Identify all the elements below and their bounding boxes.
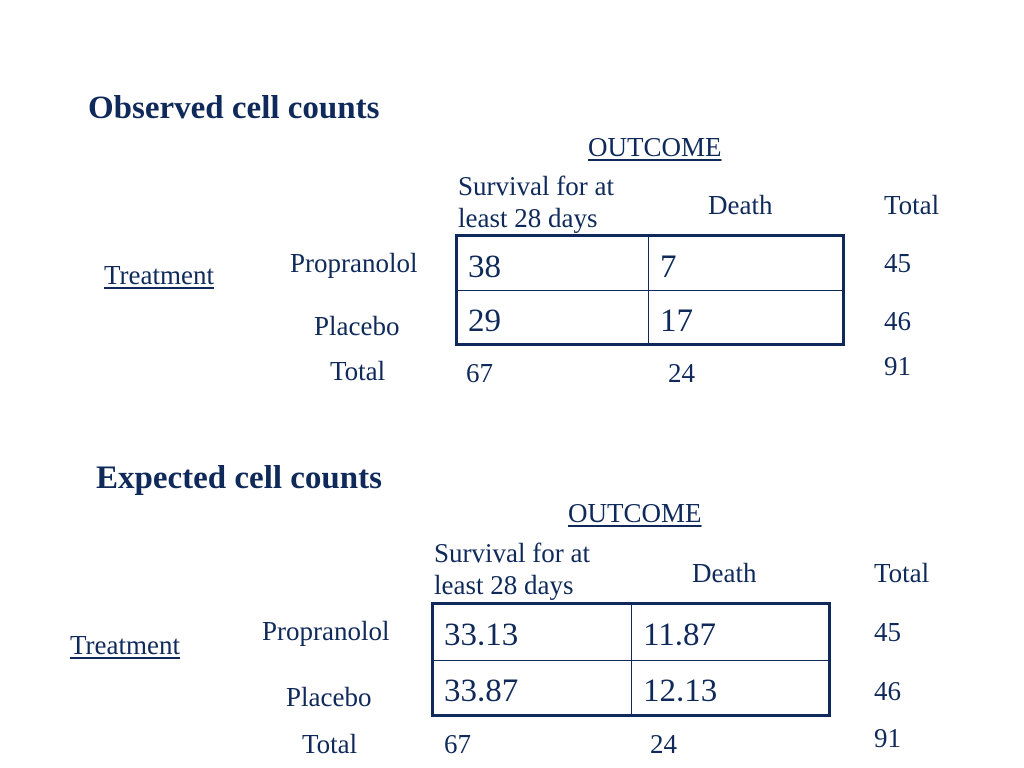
expected-col-death: Death	[692, 558, 757, 588]
observed-total-grand: 91	[884, 351, 911, 381]
expected-table: 33.13 11.87 33.87 12.13	[431, 602, 831, 717]
expected-total-grand: 91	[874, 723, 901, 753]
observed-table: 38 7 29 17	[455, 234, 845, 346]
expected-cell-placebo-survival: 33.87	[444, 673, 519, 709]
expected-row-placebo: Placebo	[286, 682, 372, 712]
expected-cell-propranolol-death: 11.87	[643, 617, 717, 653]
expected-total-death: 24	[650, 729, 677, 759]
expected-total-placebo: 46	[874, 676, 901, 706]
expected-col-survival: Survival for at least 28 days	[434, 538, 590, 600]
observed-cell-propranolol-survival: 38	[468, 249, 501, 285]
observed-cell-placebo-death: 17	[660, 303, 693, 339]
expected-outcome-label: OUTCOME	[568, 498, 702, 528]
expected-table-hline	[434, 660, 828, 661]
observed-row-placebo: Placebo	[314, 311, 400, 341]
expected-row-total: Total	[302, 729, 358, 759]
observed-title: Observed cell counts	[88, 90, 380, 126]
observed-row-total: Total	[330, 356, 386, 386]
observed-cell-propranolol-death: 7	[660, 249, 677, 285]
expected-table-vline	[631, 605, 632, 714]
observed-col-total: Total	[884, 190, 940, 220]
expected-title: Expected cell counts	[96, 460, 382, 496]
observed-total-propranolol: 45	[884, 248, 911, 278]
observed-total-survival: 67	[466, 358, 493, 388]
observed-outcome-label: OUTCOME	[588, 132, 722, 162]
observed-total-death: 24	[668, 358, 695, 388]
expected-total-survival: 67	[444, 729, 471, 759]
observed-row-propranolol: Propranolol	[290, 248, 418, 278]
expected-cell-propranolol-survival: 33.13	[444, 617, 519, 653]
observed-total-placebo: 46	[884, 306, 911, 336]
expected-total-propranolol: 45	[874, 617, 901, 647]
expected-treatment-label: Treatment	[70, 630, 180, 660]
expected-col-total: Total	[874, 558, 930, 588]
expected-cell-placebo-death: 12.13	[643, 673, 718, 709]
observed-treatment-label: Treatment	[104, 260, 214, 290]
expected-row-propranolol: Propranolol	[262, 616, 390, 646]
observed-col-death: Death	[708, 190, 773, 220]
observed-cell-placebo-survival: 29	[468, 303, 501, 339]
observed-col-survival: Survival for at least 28 days	[458, 171, 614, 233]
observed-table-hline	[458, 290, 842, 291]
